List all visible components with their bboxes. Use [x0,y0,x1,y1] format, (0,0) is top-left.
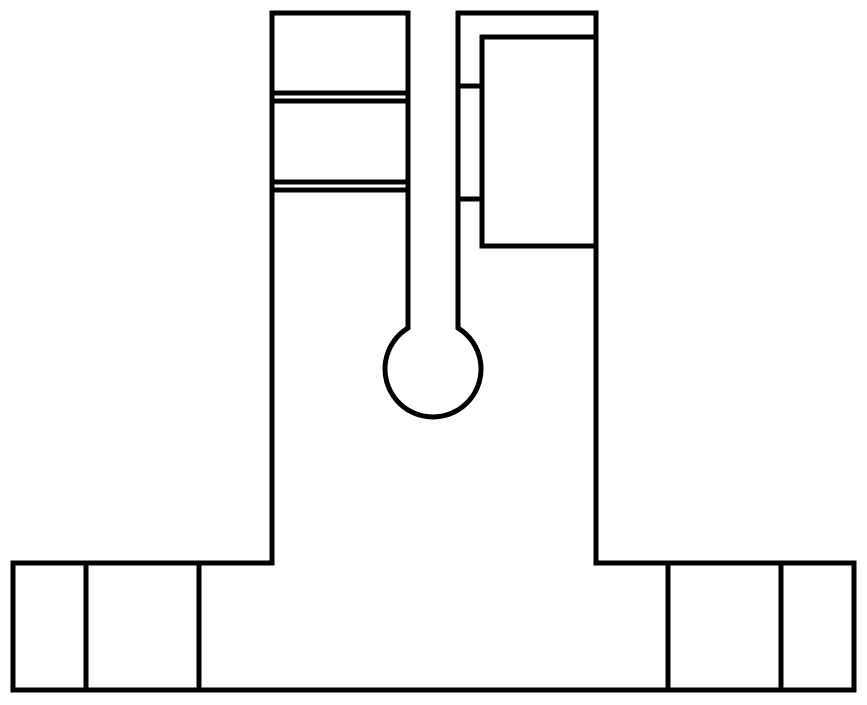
main-body-outline [10,10,857,693]
right-upright-inset-block [479,34,599,249]
line-work [10,10,857,693]
